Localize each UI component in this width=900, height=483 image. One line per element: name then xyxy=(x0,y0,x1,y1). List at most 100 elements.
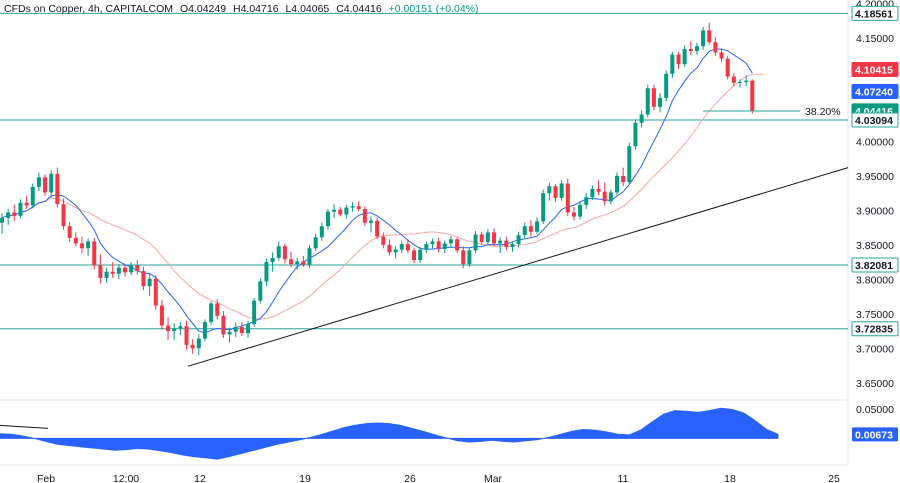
price-badge-text: 4.07240 xyxy=(855,86,893,98)
candle-body xyxy=(209,303,214,323)
candle-body xyxy=(18,202,23,216)
candle-body xyxy=(479,234,484,243)
candle-body xyxy=(153,278,158,306)
candle-body xyxy=(215,303,220,316)
fast-moving-average-line xyxy=(1,48,753,334)
candle-body xyxy=(670,54,675,74)
candle-body xyxy=(332,209,337,212)
high-value: H4.04716 xyxy=(233,3,279,15)
candle-body xyxy=(688,48,693,52)
candle-body xyxy=(713,42,718,53)
candle-body xyxy=(227,331,232,335)
candle-body xyxy=(110,271,115,274)
price-tick-label: 3.95000 xyxy=(856,171,894,183)
candle-body xyxy=(651,88,656,107)
candle-body xyxy=(381,236,386,245)
time-tick-label: 25 xyxy=(828,473,840,483)
candle-body xyxy=(325,211,330,227)
symbol-title[interactable]: CFDs on Copper, 4h, CAPITALCOM xyxy=(4,3,174,15)
price-badge-text: 3.82081 xyxy=(855,260,893,272)
candle-body xyxy=(338,209,343,215)
candle-body xyxy=(79,243,84,249)
candle-body xyxy=(405,244,410,251)
price-tick-label: 4.20000 xyxy=(856,0,894,10)
candle-body xyxy=(387,244,392,253)
candle-body xyxy=(98,265,103,278)
candle-body xyxy=(104,271,109,278)
candle-body xyxy=(559,183,564,198)
candle-body xyxy=(276,246,281,258)
price-badge-text: 4.18561 xyxy=(855,8,893,20)
candle-body xyxy=(424,244,429,250)
time-tick-label: 26 xyxy=(404,473,416,483)
candle-body xyxy=(239,326,244,334)
price-badge xyxy=(851,112,899,128)
candle-body xyxy=(67,226,72,238)
candle-body xyxy=(516,235,521,245)
low-value: L4.04065 xyxy=(285,3,330,15)
candle-body xyxy=(233,326,238,332)
candle-body xyxy=(676,54,681,65)
candle-body xyxy=(418,249,423,260)
candle-body xyxy=(738,82,742,84)
candle-body xyxy=(522,226,527,236)
candle-body xyxy=(393,249,398,253)
candle-body xyxy=(615,175,619,193)
candle-body xyxy=(744,80,749,83)
candle-body xyxy=(694,46,699,52)
candle-body xyxy=(270,257,275,263)
candle-body xyxy=(430,241,435,245)
candle-body xyxy=(135,265,140,272)
candle-body xyxy=(627,146,632,183)
open-value: O4.04249 xyxy=(179,3,227,15)
candle-body xyxy=(73,237,78,244)
candle-body xyxy=(553,186,558,198)
candle-body xyxy=(159,305,164,326)
candle-body xyxy=(578,204,583,217)
candle-body xyxy=(92,241,97,266)
candle-body xyxy=(725,58,730,77)
candle-body xyxy=(289,259,294,265)
candle-body xyxy=(682,48,687,65)
price-badge-text: 4.03094 xyxy=(855,115,893,127)
candle-body xyxy=(301,261,306,265)
price-tick-label: 3.70000 xyxy=(856,343,894,355)
oscillator-tick-label: 0.05000 xyxy=(856,404,894,416)
price-tick-label: 3.80000 xyxy=(856,274,894,286)
price-badge-text: 4.10415 xyxy=(855,65,893,77)
symbol-header: CFDs on Copper, 4h, CAPITALCOM O4.04249 … xyxy=(4,3,483,15)
time-tick-label: 12 xyxy=(194,473,206,483)
candle-body xyxy=(596,188,601,192)
candle-body xyxy=(43,177,48,193)
candle-body xyxy=(295,261,300,265)
candle-body xyxy=(307,248,312,265)
candle-body xyxy=(246,324,250,334)
candle-body xyxy=(461,250,466,265)
candle-body xyxy=(190,344,195,349)
candle-body xyxy=(608,192,613,202)
candle-body xyxy=(541,193,546,222)
candle-body xyxy=(565,183,570,213)
ascending-trendline[interactable] xyxy=(187,167,849,367)
candle-body xyxy=(412,250,417,260)
candle-body xyxy=(645,88,650,115)
price-badge xyxy=(851,257,899,273)
candle-body xyxy=(6,212,11,218)
candle-body xyxy=(319,226,324,238)
candle-body xyxy=(147,278,152,287)
candle-body xyxy=(184,326,189,345)
close-value: C4.04416 xyxy=(336,3,382,15)
candle-body xyxy=(498,240,503,244)
candle-body xyxy=(36,177,41,187)
candle-body xyxy=(55,173,60,205)
candle-body xyxy=(442,243,447,249)
candle-body xyxy=(221,315,226,335)
candle-body xyxy=(750,80,755,112)
candle-body xyxy=(49,173,54,193)
candle-body xyxy=(0,217,4,223)
candle-body xyxy=(166,325,171,332)
candle-body xyxy=(664,73,669,98)
candle-body xyxy=(467,250,472,265)
